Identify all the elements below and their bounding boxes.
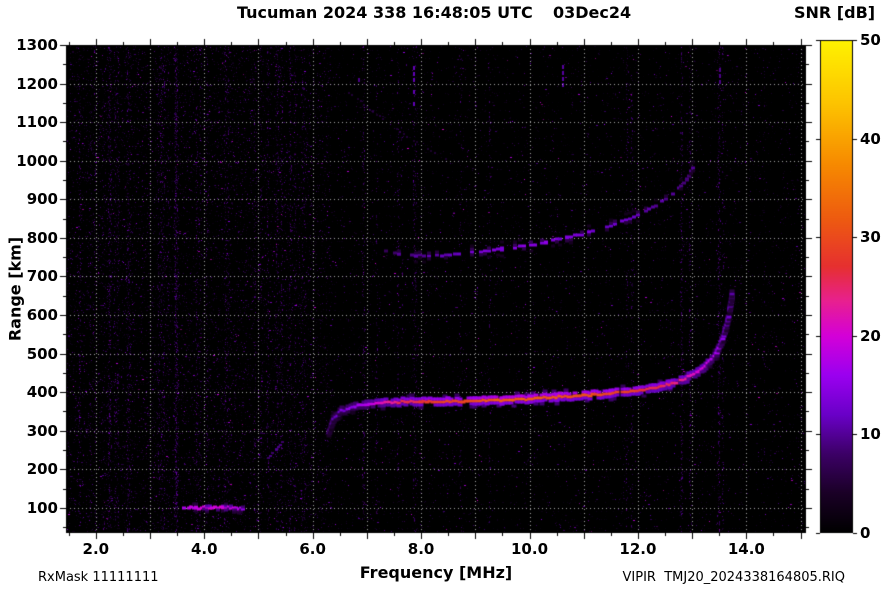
y-tick-label: 1100 <box>16 113 58 132</box>
x-tick-label: 4.0 <box>190 540 218 558</box>
y-tick-label: 1000 <box>16 151 58 170</box>
x-tick-label: 2.0 <box>82 540 110 558</box>
rxmask-label: RxMask 11111111 <box>38 570 159 585</box>
y-tick-label: 600 <box>26 306 58 325</box>
y-tick-label: 400 <box>26 383 58 402</box>
x-tick-label: 6.0 <box>299 540 326 558</box>
y-axis-title: Range [km] <box>5 236 25 342</box>
y-tick-label: 1200 <box>16 74 58 93</box>
colorbar-tick-label: 50 <box>860 31 881 49</box>
y-tick-label: 1300 <box>16 36 58 54</box>
filename-label: VIPIR TMJ20_2024338164805.RIQ <box>622 570 846 585</box>
y-tick-label: 100 <box>26 498 58 517</box>
colorbar-tick-label: 40 <box>860 129 881 148</box>
colorbar-tick-label: 30 <box>860 228 881 247</box>
x-tick-label: 10.0 <box>511 540 549 558</box>
y-tick-label: 500 <box>26 344 58 363</box>
y-tick-label: 900 <box>26 190 58 209</box>
plot-date: 03Dec24 <box>553 3 632 22</box>
y-tick-label: 200 <box>26 460 58 479</box>
colorbar-tick-label: 10 <box>860 425 881 444</box>
x-tick-label: 8.0 <box>407 540 435 558</box>
colorbar-title: SNR [dB] <box>794 3 876 22</box>
x-axis-title: Frequency [MHz] <box>359 563 513 582</box>
x-tick-label: 12.0 <box>619 540 657 558</box>
y-tick-label: 800 <box>26 228 58 247</box>
y-tick-label: 700 <box>26 267 58 286</box>
x-tick-label: 14.0 <box>727 540 765 558</box>
plot-title: Tucuman 2024 338 16:48:05 UTC <box>237 3 533 22</box>
y-tick-label: 300 <box>26 421 58 440</box>
colorbar-tick-label: 0 <box>860 524 871 542</box>
colorbar-tick-label: 20 <box>860 326 881 345</box>
